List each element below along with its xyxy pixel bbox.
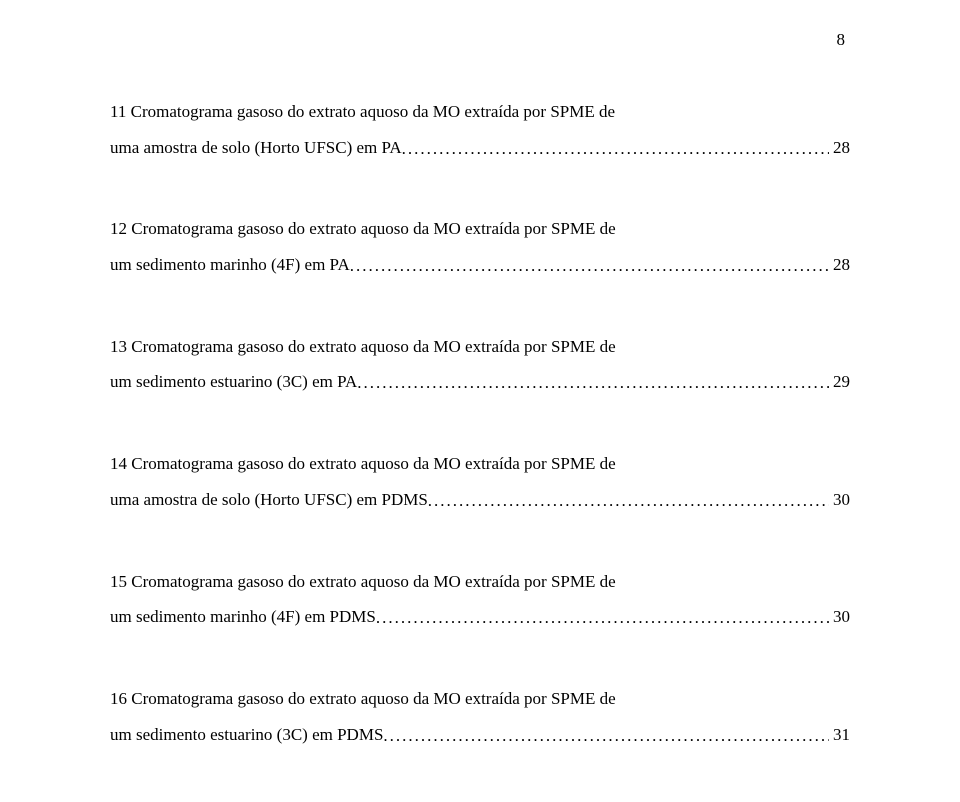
toc-entry-line1: 15 Cromatograma gasoso do extrato aquoso… (110, 564, 850, 600)
toc-entry-line1: 16 Cromatograma gasoso do extrato aquoso… (110, 681, 850, 717)
toc-page-ref: 28 (829, 247, 850, 283)
toc-entry-line1: 14 Cromatograma gasoso do extrato aquoso… (110, 446, 850, 482)
dot-leader: ........................................… (428, 483, 829, 519)
toc-page-ref: 28 (829, 130, 850, 166)
toc-entry-line2: uma amostra de solo (Horto UFSC) em PDMS… (110, 482, 850, 518)
toc-entry: 15 Cromatograma gasoso do extrato aquoso… (110, 564, 850, 635)
toc-entry-line2: um sedimento marinho (4F) em PDMS ......… (110, 599, 850, 635)
toc-page-ref: 30 (829, 482, 850, 518)
toc-entry: 14 Cromatograma gasoso do extrato aquoso… (110, 446, 850, 517)
toc-entry-line1: 11 Cromatograma gasoso do extrato aquoso… (110, 94, 850, 130)
dot-leader: ........................................… (350, 248, 829, 284)
page-number: 8 (837, 30, 846, 50)
toc-entry-text2: uma amostra de solo (Horto UFSC) em PDMS (110, 482, 428, 518)
toc-entry: 13 Cromatograma gasoso do extrato aquoso… (110, 329, 850, 400)
toc-entry: 16 Cromatograma gasoso do extrato aquoso… (110, 681, 850, 752)
toc-entry-line2: um sedimento estuarino (3C) em PDMS ....… (110, 717, 850, 753)
toc-content: 11 Cromatograma gasoso do extrato aquoso… (110, 94, 850, 752)
toc-entry: 11 Cromatograma gasoso do extrato aquoso… (110, 94, 850, 165)
toc-page-ref: 29 (829, 364, 850, 400)
toc-entry-text2: um sedimento marinho (4F) em PA (110, 247, 350, 283)
toc-entry-line1: 12 Cromatograma gasoso do extrato aquoso… (110, 211, 850, 247)
dot-leader: ........................................… (376, 600, 829, 636)
toc-entry-line2: um sedimento marinho (4F) em PA ........… (110, 247, 850, 283)
toc-entry-text2: um sedimento estuarino (3C) em PDMS (110, 717, 383, 753)
toc-entry-text2: um sedimento estuarino (3C) em PA (110, 364, 357, 400)
toc-entry-text2: um sedimento marinho (4F) em PDMS (110, 599, 376, 635)
dot-leader: ........................................… (383, 718, 829, 754)
dot-leader: ........................................… (402, 131, 829, 167)
toc-entry-line2: um sedimento estuarino (3C) em PA ......… (110, 364, 850, 400)
toc-entry-line2: uma amostra de solo (Horto UFSC) em PA .… (110, 130, 850, 166)
toc-entry: 12 Cromatograma gasoso do extrato aquoso… (110, 211, 850, 282)
toc-entry-text2: uma amostra de solo (Horto UFSC) em PA (110, 130, 402, 166)
toc-entry-line1: 13 Cromatograma gasoso do extrato aquoso… (110, 329, 850, 365)
toc-page-ref: 31 (829, 717, 850, 753)
dot-leader: ........................................… (357, 365, 829, 401)
toc-page-ref: 30 (829, 599, 850, 635)
